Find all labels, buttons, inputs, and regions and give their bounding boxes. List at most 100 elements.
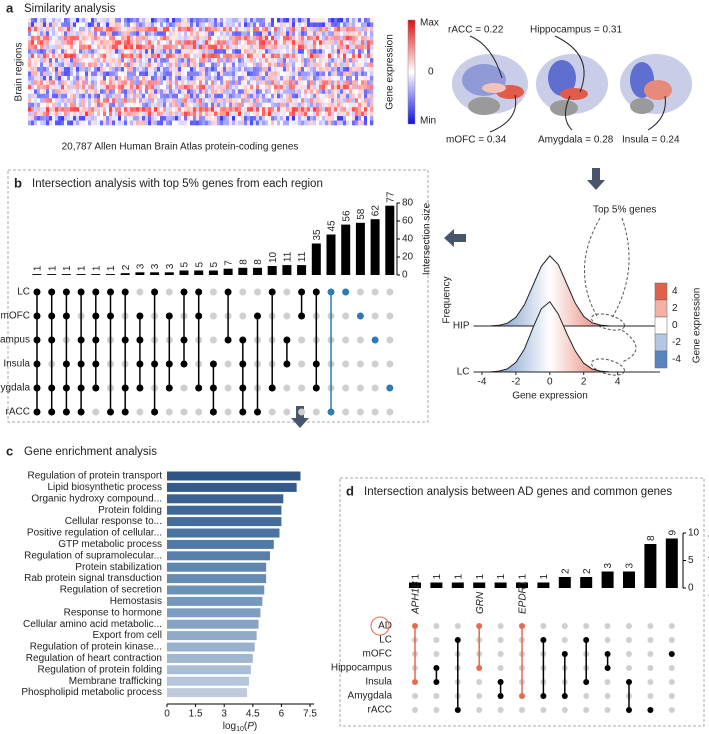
heatmap-cell	[97, 53, 101, 59]
heatmap-cell	[250, 31, 254, 37]
heatmap-cell	[199, 120, 203, 126]
dot	[77, 336, 85, 344]
heatmap-cell	[367, 80, 371, 86]
correlation-label: Hippocampus = 0.31	[530, 25, 622, 36]
heatmap-cell	[265, 58, 269, 63]
panel-letter: d	[346, 483, 354, 498]
heatmap-cell	[262, 111, 266, 117]
heatmap-cell	[244, 84, 248, 90]
bar	[326, 234, 336, 275]
heatmap-cell	[163, 102, 167, 108]
heatmap-cell	[112, 116, 116, 121]
heatmap-cell	[40, 22, 44, 28]
dot	[77, 384, 85, 392]
heatmap-cell	[229, 102, 233, 108]
heatmap-cell	[136, 35, 140, 41]
heatmap-cell	[181, 111, 185, 117]
heatmap-cell	[133, 53, 137, 59]
heatmap-cell	[103, 84, 107, 90]
heatmap-cell	[106, 89, 110, 95]
heatmap-cell	[112, 93, 116, 99]
heatmap-cell	[28, 44, 32, 50]
heatmap-cell	[310, 107, 314, 112]
heatmap-cell	[217, 102, 221, 108]
heatmap-cell	[340, 67, 344, 72]
heatmap-cell	[124, 62, 128, 68]
heatmap-cell	[325, 18, 329, 23]
heatmap-cell	[325, 98, 329, 104]
heatmap-cell	[343, 53, 347, 59]
heatmap-cell	[184, 116, 188, 121]
heatmap-cell	[157, 44, 161, 50]
heatmap-cell	[259, 116, 263, 121]
heatmap-cell	[337, 62, 341, 68]
heatmap-cell	[103, 18, 107, 23]
heatmap-cell	[211, 40, 215, 46]
heatmap-cell	[67, 111, 71, 117]
heatmap-cell	[307, 80, 311, 86]
heatmap-cell	[208, 80, 212, 86]
value-label: 5	[209, 262, 220, 268]
heatmap-cell	[46, 75, 50, 81]
heatmap-cell	[58, 102, 62, 108]
heatmap-cell	[325, 35, 329, 41]
heatmap-cell	[136, 26, 140, 32]
heatmap-cell	[196, 84, 200, 90]
heatmap-cell	[244, 22, 248, 28]
heatmap-cell	[58, 49, 62, 54]
heatmap-cell	[298, 40, 302, 46]
heatmap-cell	[343, 40, 347, 46]
heatmap-cell	[79, 18, 83, 23]
value-label: 8	[646, 535, 657, 541]
heatmap-cell	[211, 35, 215, 41]
heatmap-cell	[235, 75, 239, 81]
heatmap-cell	[61, 62, 65, 68]
heatmap-cell	[322, 49, 326, 54]
heatmap-cell	[340, 44, 344, 50]
heatmap-cell	[64, 53, 68, 59]
heatmap-cell	[154, 35, 158, 41]
heatmap-cell	[73, 71, 77, 77]
heatmap-cell	[337, 93, 341, 99]
heatmap-cell	[283, 53, 287, 59]
heatmap-cell	[217, 22, 221, 28]
heatmap-cell	[328, 98, 332, 104]
heatmap-cell	[43, 116, 47, 121]
heatmap-cell	[355, 98, 359, 104]
heatmap-cell	[241, 62, 245, 68]
heatmap-cell	[184, 40, 188, 46]
bar	[167, 494, 284, 504]
heatmap-cell	[190, 107, 194, 112]
heatmap-cell	[352, 120, 356, 126]
heatmap-cell	[172, 71, 176, 77]
heatmap-cell	[124, 80, 128, 86]
heatmap-cell	[226, 75, 230, 81]
heatmap-cell	[295, 98, 299, 104]
heatmap-cell	[124, 58, 128, 63]
heatmap-cell	[130, 22, 134, 28]
heatmap-cell	[244, 80, 248, 86]
heatmap-cell	[355, 107, 359, 112]
value-label: 5	[194, 262, 205, 268]
x-tick-label: 3	[221, 709, 227, 720]
heatmap-cell	[259, 62, 263, 68]
heatmap-cell	[214, 40, 218, 46]
heatmap-cell	[157, 102, 161, 108]
heatmap-cell	[85, 26, 89, 32]
heatmap-cell	[226, 84, 230, 90]
heatmap-cell	[229, 75, 233, 81]
heatmap-cell	[292, 84, 296, 90]
heatmap-cell	[337, 35, 341, 41]
heatmap-cell	[160, 67, 164, 72]
heatmap-cell	[343, 35, 347, 41]
category-label: Regulation of protein transport	[27, 471, 162, 482]
heatmap-cell	[166, 98, 170, 104]
bar	[601, 571, 614, 588]
dot-empty	[386, 360, 394, 368]
heatmap-cell	[40, 67, 44, 72]
heatmap-cell	[61, 80, 65, 86]
heatmap-cell	[307, 44, 311, 50]
heatmap-cell	[88, 35, 92, 41]
heatmap-cell	[232, 31, 236, 37]
heatmap-cell	[229, 35, 233, 41]
